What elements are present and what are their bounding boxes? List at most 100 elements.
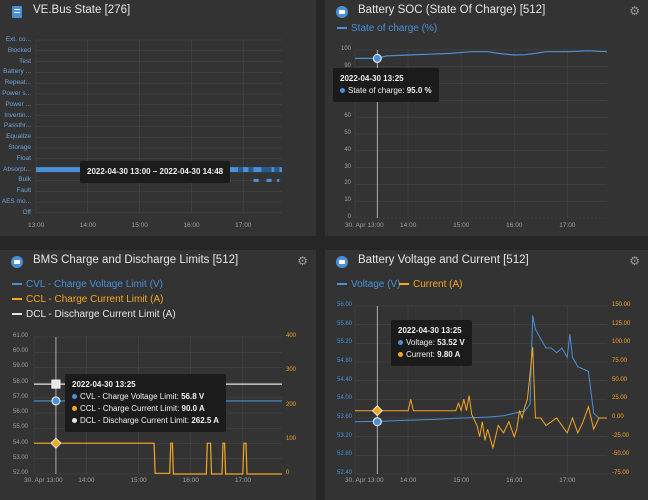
tooltip-rows: CVL - Charge Voltage Limit: 56.8 V CCL - …	[72, 391, 219, 427]
x-tick: 14:00	[79, 222, 97, 229]
soc-series-line	[355, 50, 608, 59]
y-tick-left: 58.00	[12, 378, 28, 385]
battery-soc-panel: Battery SOC (State Of Charge) [512] ⚙ St…	[325, 0, 648, 236]
legend-label: DCL - Discharge Current Limit (A)	[26, 309, 176, 320]
cvl-marker	[51, 396, 61, 406]
tooltip-row: CCL - Charge Current Limit: 90.0 A	[72, 403, 219, 415]
legend-dcl[interactable]: DCL - Discharge Current Limit (A)	[12, 309, 176, 320]
y-tick-right: 400	[286, 333, 297, 339]
x-tick: 15:00	[453, 222, 470, 229]
tooltip-label: CVL - Charge Voltage Limit:	[80, 392, 179, 401]
panel-title: BMS Charge and Discharge Limits [512]	[33, 254, 239, 266]
legend-ccl[interactable]: CCL - Charge Current Limit (A)	[12, 294, 163, 305]
x-tick: 16:00	[506, 222, 523, 229]
state-label: Test	[19, 57, 31, 65]
absorption-gap	[261, 167, 272, 173]
legend-label: Voltage (V)	[351, 279, 401, 290]
y-tick: 0	[347, 214, 351, 220]
state-label: Blocked	[7, 46, 31, 54]
x-tick: 14:00	[400, 222, 417, 229]
tooltip-time: 2022-04-30 13:25	[72, 380, 136, 389]
x-tick: 16:00	[183, 222, 200, 229]
voltage-marker	[372, 417, 382, 427]
y-tick-left: 53.20	[336, 432, 352, 439]
y-tick-left: 56.00	[12, 409, 28, 416]
tooltip: 2022-04-30 13:00 – 2022-04-30 14:48	[80, 161, 231, 183]
y-tick-right: 0	[286, 470, 290, 476]
legend-cvl[interactable]: CVL - Charge Voltage Limit (V)	[12, 279, 163, 290]
y-tick-left: 55.20	[336, 339, 352, 346]
x-tick: 30. Apr 13:00	[345, 222, 384, 229]
y-tick-right: 100	[286, 435, 297, 442]
tooltip-row: CVL - Charge Voltage Limit: 56.8 V	[72, 391, 219, 403]
y-tick-right: 200	[286, 401, 297, 408]
battery-icon	[336, 6, 348, 18]
tooltip-time: 2022-04-30 13:25	[398, 326, 462, 335]
series-dot	[72, 394, 77, 400]
x-tick: 30. Apr 13:00	[345, 477, 384, 484]
bulk-segment	[266, 178, 272, 182]
bms-chart	[33, 336, 282, 475]
legend-voltage[interactable]: Voltage (V)	[337, 279, 400, 290]
legend-soc[interactable]: State of charge (%)	[337, 23, 437, 34]
x-tick: 14:00	[78, 477, 95, 484]
tooltip-label: Current:	[406, 350, 435, 359]
tooltip: 2022-04-30 13:25 CVL - Charge Voltage Li…	[65, 374, 227, 432]
tooltip-value: 95.0 %	[406, 86, 432, 95]
absorption-gap	[237, 167, 244, 173]
y-tick-left: 52.40	[336, 470, 352, 476]
y-tick-right: 0.00	[612, 414, 624, 420]
y-tick-left: 55.60	[336, 320, 352, 327]
current-marker	[371, 405, 383, 417]
state-label: Absorpt...	[3, 165, 31, 173]
x-tick: 17:00	[235, 222, 252, 229]
tooltip-value: 262.5 A	[191, 416, 220, 425]
tooltip-row: Current: 9.80 A	[398, 349, 465, 361]
current-series-line	[355, 347, 607, 450]
gear-icon[interactable]: ⚙	[629, 4, 640, 18]
y-tick-left: 57.00	[12, 393, 28, 400]
battery-icon	[11, 256, 23, 268]
x-tick: 15:00	[131, 222, 148, 229]
series-dot	[72, 418, 77, 424]
y-tick-right: 150.00	[612, 302, 631, 308]
y-tick: 100	[340, 46, 351, 52]
y-tick: 40	[344, 146, 351, 153]
y-tick-right: 100.00	[612, 339, 631, 346]
y-tick-left: 54.00	[336, 395, 352, 402]
state-label: Storage	[8, 144, 31, 151]
gear-icon[interactable]: ⚙	[297, 254, 308, 268]
gear-icon[interactable]: ⚙	[629, 254, 640, 268]
panel-title: Battery SOC (State Of Charge) [512]	[358, 4, 546, 16]
y-tick-right: 125.00	[612, 320, 631, 327]
state-label: Battery ...	[3, 68, 31, 76]
tooltip-value: 53.52 V	[437, 338, 465, 347]
x-tick: 17:00	[234, 477, 252, 484]
soc-marker	[372, 53, 382, 63]
y-tick-left: 59.00	[12, 363, 28, 370]
absorption-gap	[274, 167, 280, 173]
y-tick-right: 300	[286, 367, 297, 374]
y-tick-left: 60.00	[12, 348, 28, 355]
y-tick-right: 50.00	[612, 376, 628, 383]
voltage-series-line	[354, 315, 607, 423]
tooltip-label: State of charge:	[348, 86, 405, 95]
y-tick-left: 52.00	[12, 470, 28, 476]
legend-label: CVL - Charge Voltage Limit (V)	[26, 279, 163, 290]
x-tick: 14:00	[400, 477, 417, 484]
y-tick: 10	[344, 197, 351, 204]
legend-current[interactable]: Current (A)	[399, 279, 462, 290]
legend-label: CCL - Charge Current Limit (A)	[26, 294, 164, 305]
tooltip-row: DCL - Discharge Current Limit: 262.5 A	[72, 415, 219, 427]
tooltip-value: 90.0 A	[181, 404, 205, 413]
state-label: Power ...	[5, 100, 31, 108]
tooltip: 2022-04-30 13:25 State of charge: 95.0 %	[333, 68, 439, 102]
x-tick: 30. Apr 13:00	[24, 477, 63, 484]
bulk-segment	[253, 178, 259, 182]
soc-chart	[354, 49, 608, 219]
dcl-marker	[51, 379, 61, 389]
y-tick-left: 53.00	[12, 454, 28, 461]
y-tick: 90	[344, 62, 351, 69]
tooltip-row: Voltage: 53.52 V	[398, 337, 465, 349]
state-label: Passthr...	[3, 122, 31, 130]
